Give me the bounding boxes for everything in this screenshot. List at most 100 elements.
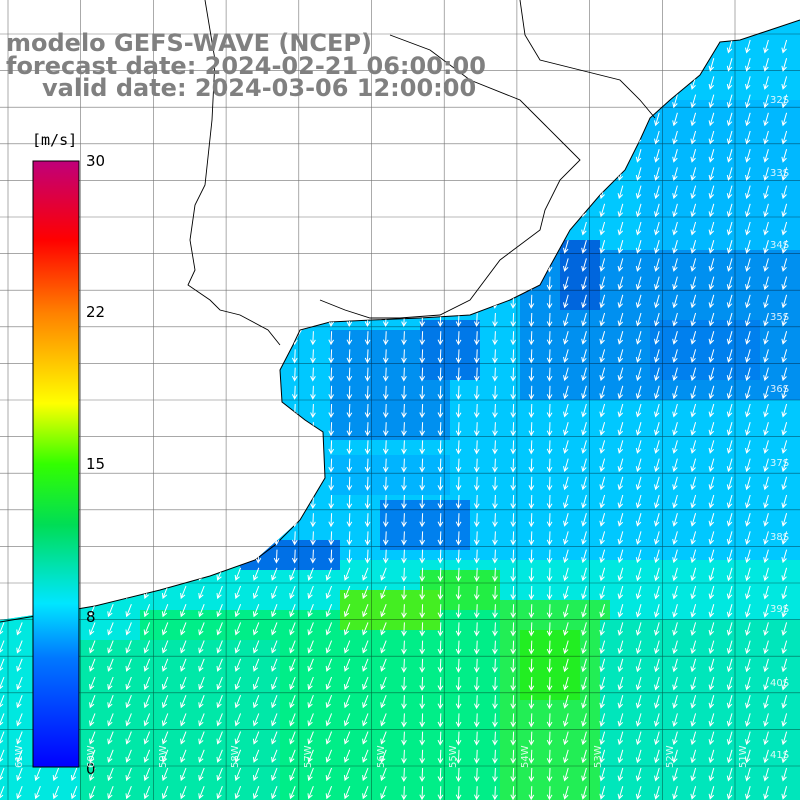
wind-arrow bbox=[672, 276, 678, 291]
wind-arrow bbox=[382, 549, 389, 564]
wind-arrow bbox=[307, 567, 314, 581]
wind-arrow bbox=[125, 713, 132, 727]
wind-arrow bbox=[180, 604, 187, 618]
wind-arrow bbox=[635, 676, 642, 691]
wind-arrow bbox=[401, 494, 407, 510]
wind-arrow bbox=[346, 549, 353, 564]
wind-arrow bbox=[325, 622, 333, 636]
wind-arrow bbox=[617, 385, 624, 400]
wind-arrow bbox=[143, 658, 151, 672]
wind-arrow bbox=[289, 585, 296, 600]
wind-arrow bbox=[473, 604, 480, 619]
wind-arrow bbox=[291, 367, 298, 382]
wind-arrow bbox=[343, 585, 351, 600]
wind-arrow bbox=[510, 440, 517, 455]
wind-arrow bbox=[690, 149, 697, 163]
wind-arrow bbox=[745, 458, 751, 473]
wind-arrow bbox=[563, 476, 569, 491]
wind-arrow bbox=[328, 476, 335, 491]
wind-arrow bbox=[546, 767, 553, 783]
wind-arrow bbox=[781, 640, 788, 655]
wind-arrow bbox=[346, 458, 353, 473]
wind-arrow bbox=[364, 458, 371, 473]
wind-arrow bbox=[546, 640, 553, 655]
wind-arrow bbox=[763, 585, 769, 600]
wind-arrow bbox=[180, 658, 187, 672]
wind-arrow bbox=[690, 258, 697, 272]
wind-arrow bbox=[528, 513, 535, 528]
wind-arrow bbox=[581, 676, 587, 691]
wind-arrow bbox=[473, 440, 480, 455]
wind-arrow bbox=[745, 695, 751, 709]
wind-arrow bbox=[473, 494, 480, 510]
wind-arrow bbox=[216, 749, 223, 763]
wind-arrow bbox=[617, 622, 624, 636]
wind-arrow bbox=[763, 221, 769, 236]
wind-arrow bbox=[125, 658, 132, 672]
wind-arrow bbox=[364, 385, 371, 400]
wind-arrow bbox=[781, 767, 788, 782]
wind-arrow bbox=[89, 622, 96, 636]
wind-arrow bbox=[328, 531, 335, 546]
wind-arrow bbox=[635, 767, 642, 782]
wind-arrow bbox=[654, 367, 660, 382]
wind-arrow bbox=[382, 458, 389, 473]
wind-arrow bbox=[708, 458, 715, 473]
wind-arrow bbox=[437, 767, 444, 783]
wind-arrow bbox=[726, 149, 733, 163]
wind-arrow bbox=[455, 367, 462, 382]
wind-arrow bbox=[473, 367, 480, 382]
wind-arrow bbox=[672, 786, 678, 800]
wind-arrow bbox=[492, 403, 498, 419]
wind-arrow bbox=[143, 749, 151, 763]
wind-arrow bbox=[635, 385, 642, 400]
wind-arrow bbox=[581, 367, 587, 382]
wind-arrow bbox=[492, 312, 498, 328]
wind-arrow bbox=[599, 676, 606, 691]
wind-arrow bbox=[382, 367, 389, 382]
wind-arrow bbox=[380, 622, 387, 636]
wind-arrow bbox=[510, 422, 517, 437]
wind-arrow bbox=[528, 585, 535, 601]
wind-arrow bbox=[690, 513, 697, 527]
wind-arrow bbox=[528, 767, 535, 783]
wind-arrow bbox=[289, 567, 296, 581]
wind-arrow bbox=[654, 513, 660, 527]
wind-arrow bbox=[473, 567, 480, 582]
wind-arrow bbox=[437, 531, 444, 546]
wind-arrow bbox=[419, 458, 426, 473]
wind-arrow bbox=[380, 640, 387, 654]
wind-arrow bbox=[455, 513, 462, 528]
wind-arrow bbox=[581, 731, 587, 746]
wind-arrow bbox=[763, 167, 769, 181]
wind-arrow bbox=[492, 549, 498, 564]
wind-arrow bbox=[635, 531, 642, 545]
wind-arrow bbox=[107, 658, 114, 672]
wind-arrow bbox=[672, 294, 678, 309]
wind-arrow bbox=[635, 640, 642, 655]
wind-arrow bbox=[726, 331, 733, 345]
wind-arrow bbox=[690, 240, 697, 254]
wind-arrow bbox=[180, 767, 187, 782]
wind-arrow bbox=[654, 312, 660, 327]
wind-arrow bbox=[419, 367, 426, 382]
wind-arrow bbox=[581, 695, 587, 709]
wind-arrow bbox=[617, 331, 624, 345]
wind-arrow bbox=[726, 749, 733, 764]
wind-arrow bbox=[198, 658, 205, 672]
wind-arrow bbox=[216, 713, 223, 727]
wind-arrow bbox=[419, 440, 426, 455]
wind-arrow bbox=[510, 349, 517, 364]
wind-arrow bbox=[690, 549, 697, 564]
wind-arrow bbox=[364, 549, 371, 564]
wind-arrow bbox=[70, 786, 78, 800]
wind-arrow bbox=[289, 695, 296, 709]
wind-arrow bbox=[401, 367, 407, 382]
wind-arrow bbox=[289, 676, 296, 691]
wind-arrow bbox=[690, 713, 697, 727]
wind-arrow bbox=[216, 767, 223, 782]
wind-arrow bbox=[419, 585, 426, 601]
wind-arrow bbox=[599, 695, 606, 709]
wind-arrow bbox=[125, 695, 132, 709]
wind-arrow bbox=[708, 149, 715, 163]
